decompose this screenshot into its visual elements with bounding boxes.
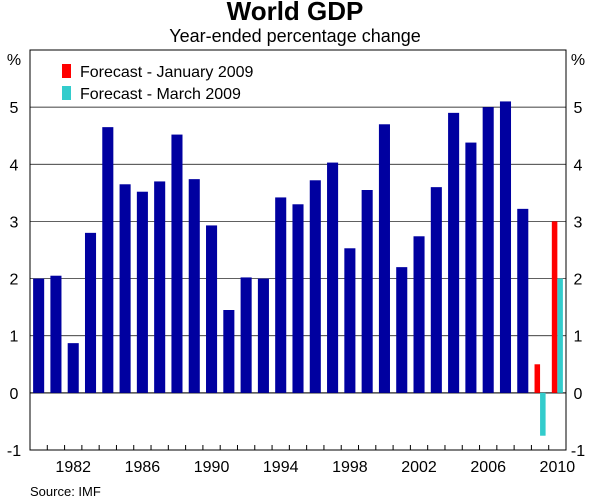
- y-tick-label-right: 3: [574, 214, 583, 231]
- y-tick-label-left: 1: [10, 329, 19, 346]
- forecast-march-bar-2010: [557, 278, 563, 393]
- x-tick-label: 2006: [470, 459, 506, 476]
- y-tick-label-right: 0: [574, 386, 583, 403]
- bar-1986: [136, 191, 148, 393]
- y-tick-label-left: 0: [10, 386, 19, 403]
- y-tick-label-right: -1: [571, 443, 585, 460]
- bar-1984: [102, 127, 114, 393]
- y-tick-label-left: 5: [10, 100, 19, 117]
- bar-2004: [448, 112, 460, 393]
- bar-1993: [257, 278, 269, 393]
- legend-swatch-march: [62, 86, 71, 100]
- legend-label-march: Forecast - March 2009: [80, 86, 241, 103]
- bar-2007: [499, 101, 512, 393]
- forecast-january-bar-2009: [534, 364, 541, 393]
- bar-1982: [67, 343, 79, 393]
- y-tick-label-left: -1: [7, 443, 21, 460]
- bar-1992: [240, 277, 252, 393]
- bar-1997: [327, 162, 339, 393]
- bar-1990: [206, 225, 218, 393]
- source-note: Source: IMF: [30, 484, 101, 499]
- bar-1985: [119, 184, 131, 393]
- bar-2002: [413, 236, 425, 393]
- x-tick-label: 2002: [401, 459, 437, 476]
- bar-2005: [465, 142, 477, 393]
- bar-1989: [188, 179, 200, 393]
- x-tick-label: 1998: [332, 459, 368, 476]
- y-tick-label-right: 4: [574, 157, 583, 174]
- bar-1988: [171, 134, 183, 393]
- bars: [33, 101, 563, 436]
- bar-1991: [223, 310, 235, 393]
- bar-2003: [430, 187, 442, 393]
- bar-1998: [344, 248, 356, 393]
- y-axis-unit-left: %: [7, 52, 21, 69]
- bar-1987: [154, 181, 166, 393]
- bar-1994: [275, 197, 287, 393]
- bar-2006: [482, 107, 494, 393]
- forecast-january-bar-2010: [551, 221, 558, 393]
- bar-2000: [378, 124, 390, 393]
- axes: -1 -1 0 0 1 1 2 2 3 3 4 4 5 5 1982 1986 1990 1994 1998 2002…: [7, 100, 585, 476]
- bar-2008: [517, 208, 529, 393]
- x-tick-label: 1982: [55, 459, 91, 476]
- bar-2001: [396, 267, 408, 393]
- bar-1999: [361, 190, 373, 393]
- x-tick-label: 1994: [263, 459, 299, 476]
- bar-1980: [33, 278, 45, 393]
- y-tick-label-right: 1: [574, 329, 583, 346]
- x-tick-label: 1990: [194, 459, 230, 476]
- legend-label-january: Forecast - January 2009: [80, 64, 254, 81]
- chart-subtitle: Year-ended percentage change: [169, 26, 421, 46]
- legend: Forecast - January 2009 Forecast - March…: [62, 64, 254, 103]
- y-axis-unit-right: %: [571, 52, 585, 69]
- bar-1996: [309, 180, 321, 393]
- bar-1983: [84, 232, 97, 393]
- y-tick-label-right: 2: [574, 272, 583, 289]
- forecast-march-bar-2009: [540, 392, 546, 436]
- bar-1995: [292, 204, 304, 393]
- y-tick-label-left: 2: [10, 272, 19, 289]
- y-tick-label-right: 5: [574, 100, 583, 117]
- y-tick-label-left: 4: [10, 157, 19, 174]
- legend-swatch-january: [62, 64, 71, 78]
- bar-1981: [50, 275, 62, 393]
- x-tick-label: 1986: [125, 459, 161, 476]
- x-tick-label: 2010: [540, 459, 576, 476]
- plot-frame: [29, 49, 567, 451]
- y-tick-label-left: 3: [10, 214, 19, 231]
- chart-title: World GDP: [227, 0, 364, 26]
